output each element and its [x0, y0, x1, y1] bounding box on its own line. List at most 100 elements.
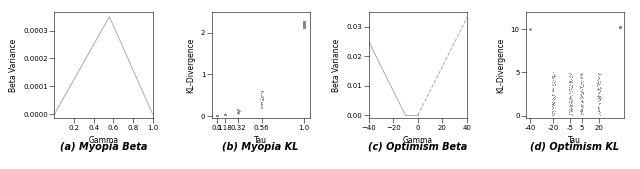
Point: [300, 24, 310, 26]
Point: [257, 106, 268, 109]
Point: [592, 84, 602, 87]
Point: [548, 74, 559, 76]
Point: [298, 21, 308, 24]
Point: [300, 21, 310, 24]
Point: [298, 26, 308, 29]
Point: [594, 82, 604, 85]
Point: [575, 98, 585, 101]
Point: [300, 24, 310, 27]
Point: [298, 20, 308, 22]
Point: [565, 107, 575, 109]
Point: [578, 104, 588, 106]
Point: [547, 107, 557, 110]
Point: [565, 79, 575, 82]
Point: [550, 80, 560, 83]
Point: [299, 20, 309, 22]
Point: [595, 87, 605, 89]
Point: [255, 104, 266, 107]
Point: [563, 110, 573, 112]
Point: [576, 112, 586, 115]
Point: [234, 108, 244, 111]
Point: [300, 24, 310, 27]
Point: [564, 86, 575, 88]
Point: [595, 73, 605, 75]
Point: [212, 114, 223, 117]
Point: [211, 114, 221, 117]
Point: [549, 96, 559, 99]
Point: [299, 26, 309, 29]
Point: [575, 99, 586, 102]
Point: [300, 20, 310, 22]
Point: [575, 84, 586, 87]
X-axis label: Tau: Tau: [568, 136, 581, 145]
Point: [257, 102, 267, 105]
Point: [575, 95, 586, 98]
Point: [299, 22, 309, 25]
Point: [564, 102, 575, 105]
Point: [548, 113, 559, 116]
Point: [566, 80, 576, 82]
Point: [576, 108, 586, 111]
Point: [300, 26, 310, 29]
Point: [547, 88, 557, 91]
Point: [567, 108, 577, 111]
Point: [566, 109, 577, 112]
Point: [298, 21, 308, 24]
Point: [232, 108, 243, 111]
Point: [298, 23, 308, 26]
Point: [577, 77, 588, 79]
Point: [299, 23, 309, 26]
Point: [220, 113, 230, 116]
Point: [299, 26, 309, 29]
Point: [564, 74, 575, 76]
Point: [300, 21, 310, 24]
Y-axis label: Beta Variance: Beta Variance: [9, 38, 18, 92]
Point: [221, 114, 231, 116]
Point: [300, 20, 310, 23]
Point: [595, 95, 605, 98]
Point: [566, 79, 577, 81]
Point: [578, 84, 588, 86]
Point: [593, 107, 604, 109]
Point: [564, 84, 574, 87]
Point: [257, 89, 267, 92]
Point: [234, 112, 244, 114]
Point: [593, 78, 603, 81]
Point: [594, 109, 604, 112]
Point: [299, 23, 309, 26]
Point: [575, 99, 586, 102]
Y-axis label: Beta Variance: Beta Variance: [332, 38, 341, 92]
Point: [257, 98, 268, 101]
Point: [300, 21, 310, 23]
Point: [299, 23, 309, 25]
Point: [257, 96, 268, 99]
Point: [576, 104, 586, 107]
Point: [299, 22, 309, 25]
Point: [565, 94, 575, 97]
Point: [213, 114, 223, 117]
Point: [547, 110, 557, 113]
Point: [565, 76, 575, 78]
Point: [299, 21, 309, 24]
Point: [575, 74, 586, 76]
Point: [549, 74, 559, 76]
X-axis label: Tau: Tau: [254, 136, 267, 145]
Point: [300, 20, 310, 23]
Text: (a) Myopia Beta: (a) Myopia Beta: [60, 142, 147, 152]
Point: [298, 24, 308, 27]
Point: [300, 21, 310, 23]
Point: [300, 20, 310, 23]
Point: [576, 86, 586, 89]
Point: [595, 98, 605, 101]
Point: [299, 25, 309, 27]
Point: [300, 20, 310, 23]
Point: [594, 110, 604, 113]
Point: [300, 21, 310, 23]
Point: [298, 21, 308, 23]
Point: [594, 91, 604, 93]
Point: [548, 99, 558, 102]
Point: [255, 103, 266, 106]
Point: [566, 104, 576, 107]
Point: [299, 20, 309, 23]
Point: [578, 93, 588, 95]
